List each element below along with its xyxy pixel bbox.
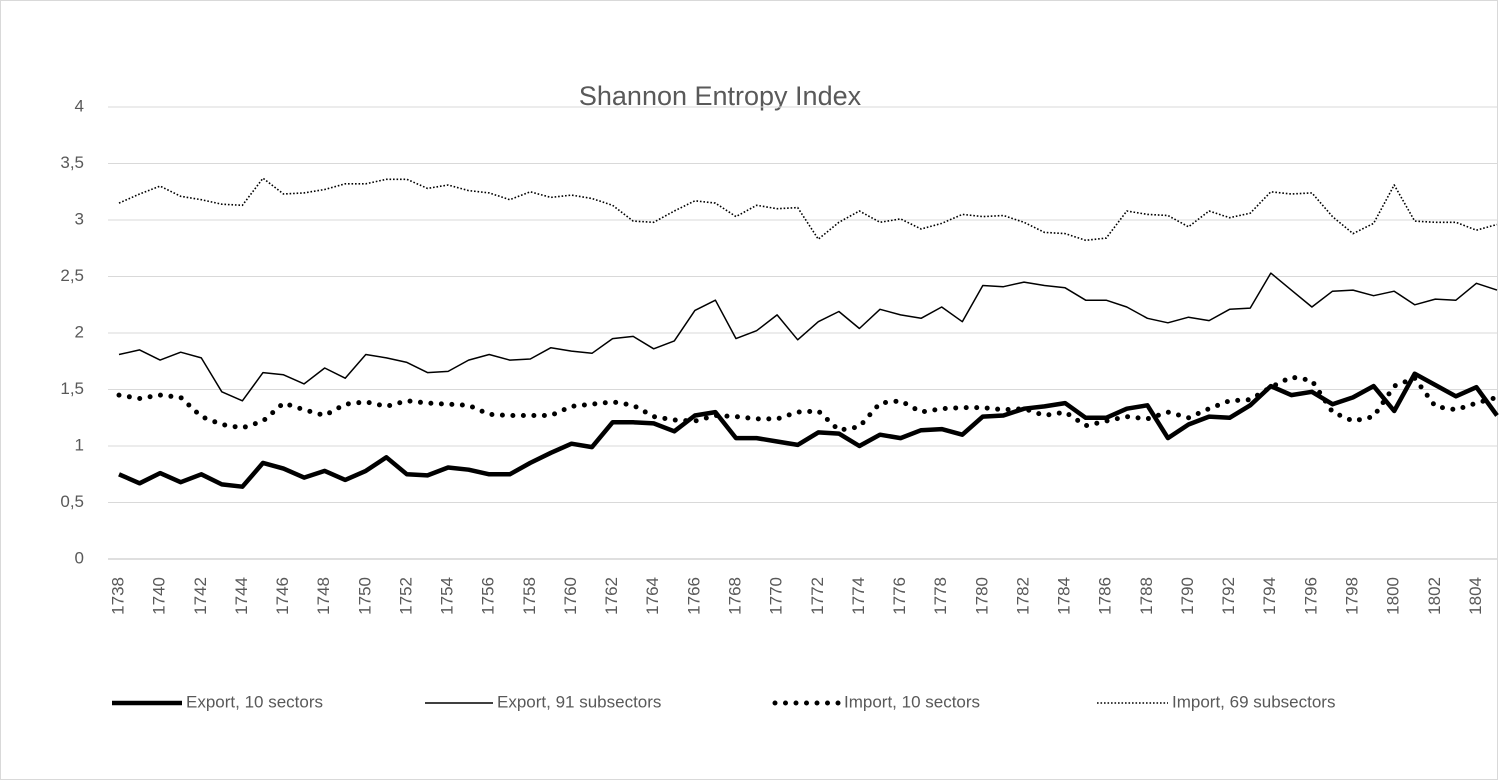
x-tick-label: 1776: [890, 577, 909, 615]
x-tick-label: 1774: [849, 577, 868, 615]
legend-label: Import, 10 sectors: [844, 692, 980, 711]
x-tick-label: 1738: [108, 577, 127, 615]
series-line: [116, 374, 1499, 433]
x-tick-label: 1796: [1301, 577, 1320, 615]
y-tick-label: 3,5: [60, 153, 84, 172]
y-tick-label: 1: [75, 435, 84, 454]
y-tick-label: 0,5: [60, 492, 84, 511]
y-tick-label: 0: [75, 548, 84, 567]
x-tick-label: 1772: [808, 577, 827, 615]
x-tick-label: 1760: [561, 577, 580, 615]
y-tick-label: 2,5: [60, 266, 84, 285]
x-tick-label: 1798: [1343, 577, 1362, 615]
x-tick-label: 1766: [684, 577, 703, 615]
y-tick-label: 1,5: [60, 379, 84, 398]
x-tick-label: 1786: [1096, 577, 1115, 615]
legend-label: Import, 69 subsectors: [1172, 692, 1335, 711]
x-tick-label: 1768: [725, 577, 744, 615]
x-tick-label: 1748: [314, 577, 333, 615]
y-tick-label: 4: [75, 96, 84, 115]
x-tick-label: 1794: [1260, 577, 1279, 615]
x-tick-label: 1742: [191, 577, 210, 615]
x-tick-label: 1744: [232, 577, 251, 615]
x-tick-label: 1788: [1137, 577, 1156, 615]
legend-label: Export, 91 subsectors: [497, 692, 661, 711]
series-line: [118, 272, 1498, 402]
x-tick-label: 1750: [355, 577, 374, 615]
series-line: [118, 177, 1498, 242]
x-tick-label: 1752: [396, 577, 415, 615]
y-tick-label: 2: [75, 322, 84, 341]
x-tick-label: 1764: [643, 577, 662, 615]
x-tick-label: 1792: [1219, 577, 1238, 615]
x-tick-label: 1756: [479, 577, 498, 615]
x-tick-label: 1762: [602, 577, 621, 615]
y-tick-label: 3: [75, 209, 84, 228]
x-tick-label: 1782: [1013, 577, 1032, 615]
x-tick-label: 1780: [972, 577, 991, 615]
chart-title: Shannon Entropy Index: [579, 81, 862, 111]
legend-label: Export, 10 sectors: [186, 692, 323, 711]
x-tick-label: 1746: [273, 577, 292, 615]
x-tick-label: 1758: [520, 577, 539, 615]
x-tick-label: 1802: [1425, 577, 1444, 615]
x-tick-label: 1784: [1055, 577, 1074, 615]
x-tick-label: 1804: [1466, 577, 1485, 615]
x-tick-label: 1800: [1384, 577, 1403, 615]
x-tick-label: 1778: [931, 577, 950, 615]
x-tick-label: 1740: [150, 577, 169, 615]
x-tick-label: 1770: [767, 577, 786, 615]
x-tick-label: 1754: [438, 577, 457, 615]
x-tick-label: 1790: [1178, 577, 1197, 615]
